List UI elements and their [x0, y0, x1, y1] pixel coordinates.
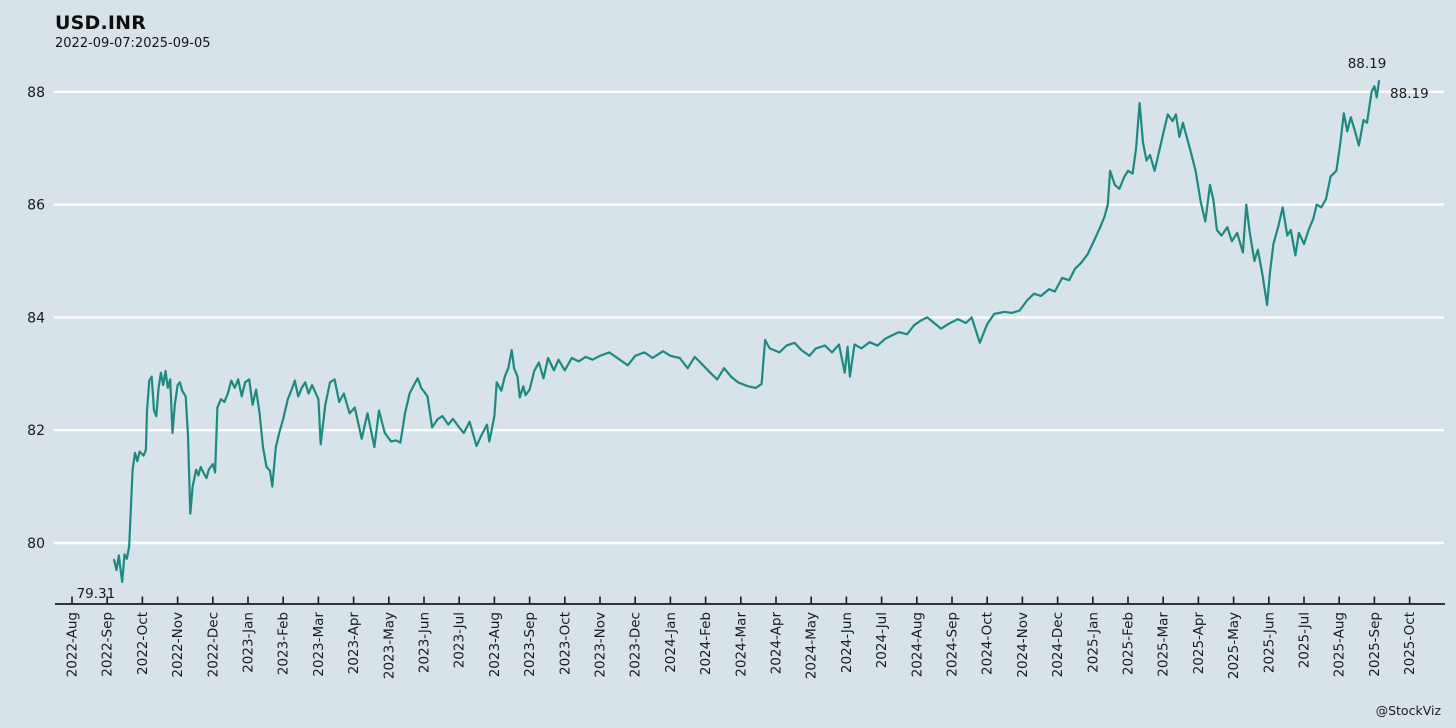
x-axis-tick-label: 2025-Jan: [1085, 612, 1101, 673]
x-axis-tick-label: 2025-Aug: [1332, 612, 1348, 677]
x-axis-tick-label: 2025-Jun: [1261, 612, 1277, 673]
x-axis-tick-label: 2022-Aug: [65, 612, 81, 677]
date-range-subtitle: 2022-09-07:2025-09-05: [55, 36, 211, 51]
x-axis-tick-label: 2024-Feb: [698, 612, 714, 675]
x-axis-tick-label: 2023-Feb: [276, 612, 292, 675]
x-axis-tick-label: 2025-Oct: [1402, 612, 1418, 675]
y-axis-tick-label: 88: [27, 85, 45, 101]
x-axis-tick-label: 2023-May: [381, 612, 397, 679]
x-axis-tick-label: 2024-Dec: [1050, 612, 1066, 677]
x-axis-tick-label: 2022-Dec: [205, 612, 221, 677]
value-annotation: 79.31: [77, 586, 116, 602]
value-annotation: 88.19: [1390, 86, 1429, 102]
x-axis-tick-label: 2025-Mar: [1156, 612, 1172, 677]
chart-header: USD.INR 2022-09-07:2025-09-05: [55, 12, 210, 51]
y-axis-tick-label: 80: [27, 536, 45, 552]
x-axis-tick-label: 2022-Sep: [100, 612, 116, 677]
x-axis-tick-label: 2025-Jul: [1297, 612, 1313, 668]
x-axis-tick-label: 2025-Feb: [1121, 612, 1137, 675]
y-axis-tick-label: 84: [27, 310, 45, 326]
value-annotation: 88.19: [1348, 56, 1387, 72]
x-axis-tick-label: 2024-Apr: [769, 612, 785, 675]
y-axis-tick-label: 82: [27, 423, 45, 439]
x-axis-tick-label: 2022-Oct: [135, 612, 151, 675]
x-axis-tick-label: 2023-Aug: [487, 612, 503, 677]
x-axis-tick-label: 2023-Jun: [417, 612, 433, 673]
page-title: USD.INR: [55, 12, 147, 34]
x-axis-tick-label: 2024-Nov: [1015, 612, 1031, 678]
x-axis-tick-label: 2023-Mar: [311, 612, 327, 677]
x-axis-tick-label: 2023-Nov: [593, 612, 609, 678]
x-axis-tick-label: 2024-Oct: [980, 612, 996, 675]
x-axis-tick-label: 2023-Sep: [522, 612, 538, 677]
usdinr-price-line: [113, 80, 1381, 583]
x-axis-tick-label: 2023-Apr: [346, 612, 362, 675]
x-axis-tick-label: 2024-Aug: [909, 612, 925, 677]
x-axis-tick-label: 2023-Jan: [241, 612, 257, 673]
x-axis-tick-label: 2024-Jan: [663, 612, 679, 673]
x-axis-tick-label: 2022-Nov: [170, 612, 186, 678]
x-axis-tick-label: 2023-Oct: [557, 612, 573, 675]
x-axis-tick-label: 2024-Jun: [839, 612, 855, 673]
x-axis-tick-label: 2024-May: [804, 612, 820, 679]
x-axis-tick-label: 2024-Mar: [733, 612, 749, 677]
x-axis-tick-label: 2025-Apr: [1191, 612, 1207, 675]
x-axis-tick-label: 2025-May: [1226, 612, 1242, 679]
watermark-label: @StockViz: [1375, 703, 1441, 718]
x-axis-tick-label: 2025-Sep: [1367, 612, 1383, 677]
x-axis-tick-label: 2024-Jul: [874, 612, 890, 668]
x-axis-tick-label: 2023-Dec: [628, 612, 644, 677]
x-axis-tick-label: 2023-Jul: [452, 612, 468, 668]
x-axis-tick-label: 2024-Sep: [945, 612, 961, 677]
y-axis-tick-label: 86: [27, 198, 45, 214]
